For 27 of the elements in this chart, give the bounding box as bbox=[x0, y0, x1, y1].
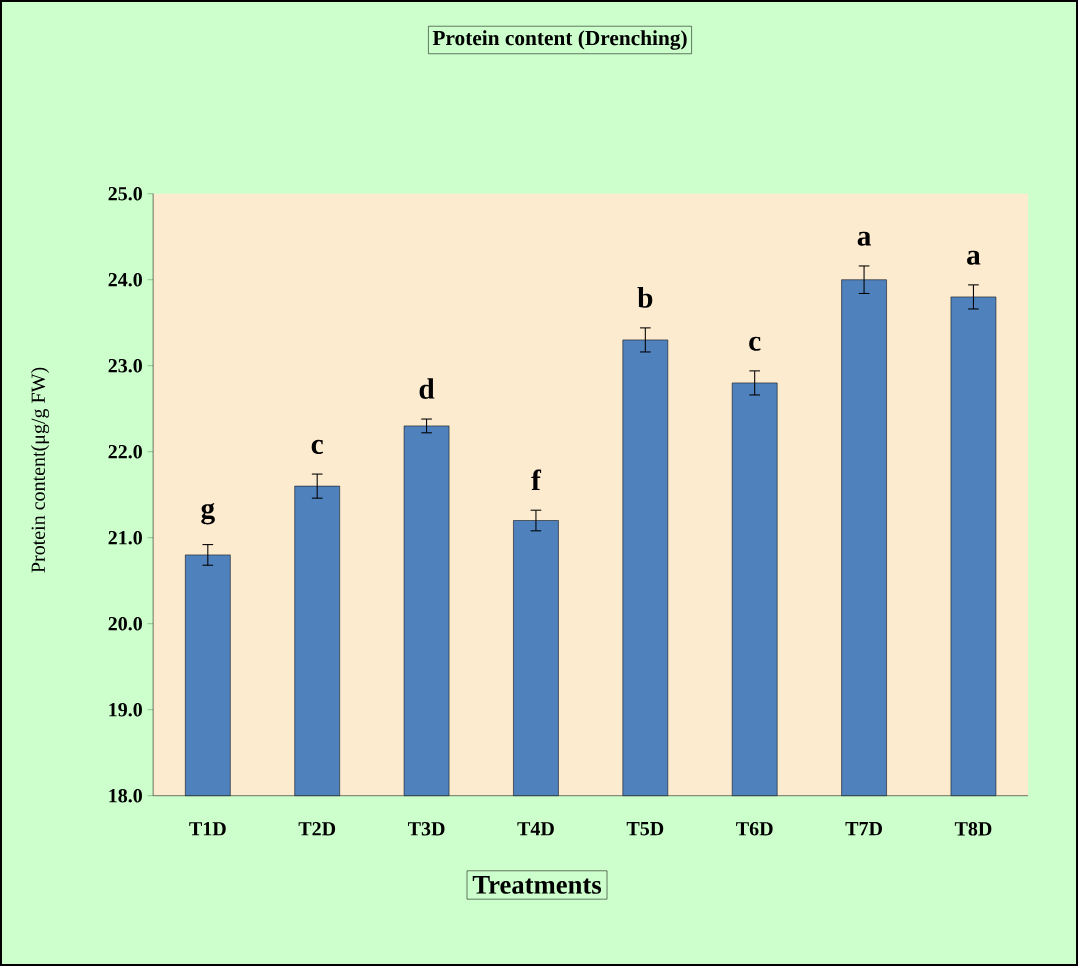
x-axis-title: Treatments bbox=[472, 876, 602, 894]
x-tick-label: T3D bbox=[407, 822, 445, 836]
annotation: f bbox=[531, 469, 542, 491]
annotation: a bbox=[967, 250, 981, 265]
y-tick-label: 24.0 bbox=[108, 272, 142, 287]
y-tick-label: 23.0 bbox=[108, 358, 142, 373]
annotation: d bbox=[419, 378, 435, 399]
x-tick-label: T2D bbox=[298, 822, 336, 836]
x-tick-label: T5D bbox=[626, 822, 664, 836]
annotation: g bbox=[201, 502, 215, 525]
x-tick-label: T8D bbox=[954, 822, 992, 836]
annotation: c bbox=[311, 439, 323, 454]
annotation: b bbox=[637, 287, 653, 308]
y-tick-label: 22.0 bbox=[108, 444, 142, 459]
y-axis-title: Protein content(μg/g FW) bbox=[30, 367, 50, 573]
y-tick-label: 20.0 bbox=[108, 616, 142, 631]
annotation: a bbox=[857, 231, 871, 246]
x-tick-label: T6D bbox=[736, 822, 773, 836]
chart-title: Protein content (Drenching) bbox=[432, 30, 687, 50]
y-tick-label: 25.0 bbox=[108, 186, 142, 201]
x-tick-label: T7D bbox=[845, 822, 882, 836]
y-tick-label: 21.0 bbox=[108, 530, 142, 545]
y-tick-label: 19.0 bbox=[109, 702, 142, 717]
x-tick-label: T1D bbox=[189, 822, 226, 836]
x-tick-label: T4D bbox=[517, 822, 554, 836]
annotation: c bbox=[749, 336, 761, 351]
y-tick-label: 18.0 bbox=[109, 788, 142, 803]
